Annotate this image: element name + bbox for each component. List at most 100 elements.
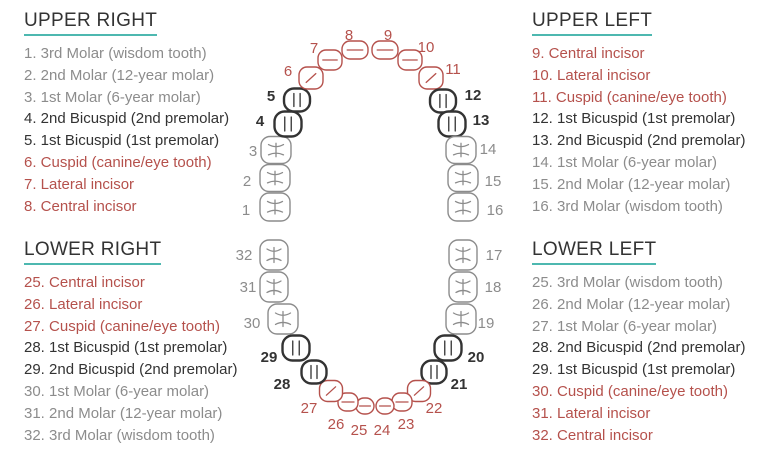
legend-item: 26. Lateral incisor [24,295,143,313]
tooth-number-label: 18 [485,279,502,296]
lower-left-section: LOWER LEFT 25. 3rd Molar (wisdom tooth) 2… [532,239,745,446]
tooth-11 [418,66,444,90]
upper-left-section: UPPER LEFT 9. Central incisor 10. Lateral… [532,10,745,217]
legend-item: 4. 2nd Bicuspid (2nd premolar) [24,110,230,128]
tooth-number-label: 26 [328,416,345,433]
lower-left-list: 25. 3rd Molar (wisdom tooth) 26. 2nd Mola… [532,272,745,446]
tooth-number-label: 11 [445,61,461,78]
tooth-23 [391,392,413,412]
tooth-number-label: 13 [473,112,490,129]
tooth-number-label: 14 [480,141,497,158]
tooth-27 [318,379,344,403]
tooth-32 [259,239,289,271]
tooth-29 [281,334,311,362]
tooth-number-label: 17 [486,247,503,264]
tooth-15 [447,163,479,193]
tooth-8 [341,40,369,60]
legend-item: 8. Central incisor [24,197,137,215]
tooth-26 [337,392,359,412]
tooth-3 [260,135,292,165]
lower-right-section: LOWER RIGHT 25. Central incisor 26. Later… [24,239,237,446]
teeth-layer [259,40,479,415]
tooth-number-label: 28 [274,376,291,393]
tooth-number-label: 6 [284,63,292,80]
tooth-number-label: 12 [465,87,482,104]
tooth-number-label: 4 [256,113,265,130]
tooth-10 [397,49,423,71]
tooth-25 [355,397,375,415]
tooth-19 [445,303,477,335]
tooth-31 [259,271,289,303]
legend-item: 7. Lateral incisor [24,175,135,193]
upper-right-list: 1. 3rd Molar (wisdom tooth) 2. 2nd Molar … [24,43,229,217]
tooth-22 [406,379,432,403]
tooth-number-label: 23 [398,416,415,433]
tooth-13 [437,110,467,138]
legend-item: 16. 3rd Molar (wisdom tooth) [532,197,723,215]
tooth-17 [448,239,478,271]
tooth-number-label: 19 [478,315,495,332]
legend-item: 10. Lateral incisor [532,66,651,84]
tooth-number-label: 29 [261,349,278,366]
tooth-number-label: 5 [267,88,275,105]
legend-item: 27. 1st Molar (6-year molar) [532,317,718,335]
tooth-2 [259,163,291,193]
lower-right-list: 25. Central incisor 26. Lateral incisor 27… [24,272,237,446]
tooth-30 [267,303,299,335]
tooth-28 [300,359,328,385]
lower-right-title: LOWER RIGHT [24,239,162,265]
legend-item: 28. 1st Bicuspid (1st premolar) [24,339,228,357]
legend-item: 14. 1st Molar (6-year molar) [532,153,718,171]
tooth-number-label: 9 [384,27,392,44]
tooth-21 [420,359,448,385]
upper-left-list: 9. Central incisor 10. Lateral incisor 11.… [532,43,745,217]
tooth-number-label: 31 [240,279,257,296]
tooth-number-label: 27 [301,400,318,417]
legend-item: 5. 1st Bicuspid (1st premolar) [24,132,220,150]
tooth-20 [433,334,463,362]
tooth-number-label: 8 [345,27,353,44]
tooth-5 [282,87,312,113]
upper-left-title: UPPER LEFT [532,10,653,36]
tooth-4 [273,110,303,138]
tooth-18 [448,271,478,303]
tooth-number-label: 21 [451,376,468,393]
legend-item: 27. Cuspid (canine/eye tooth) [24,317,220,335]
tooth-number-label: 25 [351,422,368,439]
legend-item: 13. 2nd Bicuspid (2nd premolar) [532,132,746,150]
tooth-24 [375,397,395,415]
tooth-number-label: 3 [249,143,257,160]
legend-item: 25. Central incisor [24,274,145,291]
tooth-number-label: 20 [468,349,485,366]
legend-item: 9. Central incisor [532,45,645,62]
legend-item: 12. 1st Bicuspid (1st premolar) [532,110,736,128]
legend-item: 28. 2nd Bicuspid (2nd premolar) [532,339,746,357]
legend-item: 6. Cuspid (canine/eye tooth) [24,153,212,171]
legend-item: 15. 2nd Molar (12-year molar) [532,175,731,193]
legend-item: 32. Central incisor [532,426,653,444]
legend-item: 31. 2nd Molar (12-year molar) [24,404,223,422]
upper-right-section: UPPER RIGHT 1. 3rd Molar (wisdom tooth) 2… [24,10,229,217]
legend-item: 3. 1st Molar (6-year molar) [24,88,201,106]
tooth-16 [447,192,479,222]
legend-item: 29. 2nd Bicuspid (2nd premolar) [24,361,238,379]
legend-item: 30. 1st Molar (6-year molar) [24,382,210,400]
upper-right-title: UPPER RIGHT [24,10,158,36]
tooth-7 [317,49,343,71]
tooth-number-label: 30 [244,315,261,332]
tooth-number-label: 1 [242,202,250,219]
tooth-number-label: 24 [374,422,391,439]
tooth-number-label: 32 [236,247,253,264]
tooth-12 [428,88,458,114]
tooth-number-label: 15 [485,173,502,190]
tooth-number-label: 2 [243,173,251,190]
legend-item: 2. 2nd Molar (12-year molar) [24,66,215,84]
legend-item: 11. Cuspid (canine/eye tooth) [532,88,727,106]
legend-item: 25. 3rd Molar (wisdom tooth) [532,274,723,291]
lower-left-title: LOWER LEFT [532,239,657,265]
legend-item: 1. 3rd Molar (wisdom tooth) [24,45,207,62]
tooth-number-label: 22 [426,400,443,417]
legend-item: 31. Lateral incisor [532,404,651,422]
